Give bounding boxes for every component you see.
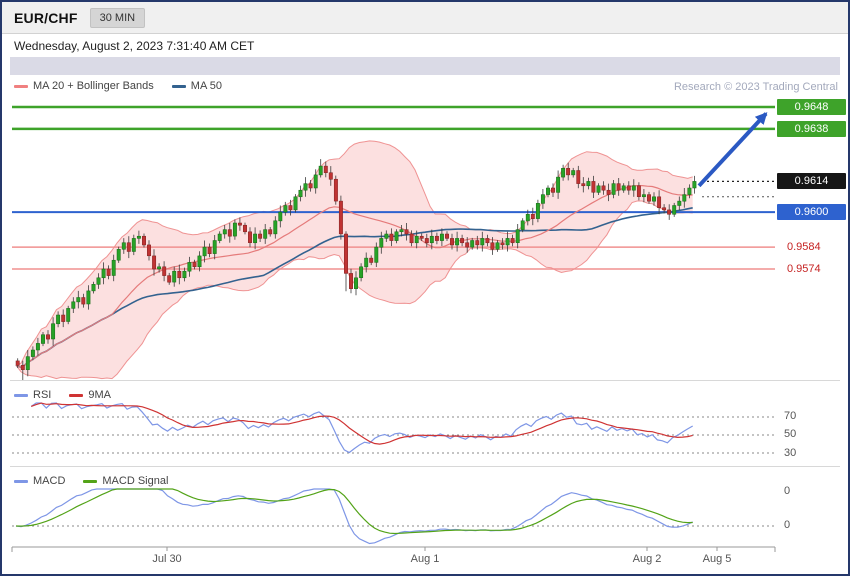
resistance-level-label-2: 0.9638 xyxy=(777,121,846,137)
report-datetime: Wednesday, August 2, 2023 7:31:40 AM CET xyxy=(14,39,255,53)
macd-zero-label-1: 0 xyxy=(784,485,791,497)
rsi-plot xyxy=(12,402,775,454)
rsi-level-70: 70 xyxy=(784,410,797,422)
rsi-legend: RSI 9MA xyxy=(14,389,111,401)
time-axis xyxy=(11,546,776,552)
macd-label: MACD xyxy=(33,475,66,487)
main-chart-legend: MA 20 + Bollinger Bands MA 50 xyxy=(14,80,222,92)
panel-divider-1 xyxy=(10,380,840,381)
panel-divider-2 xyxy=(10,466,840,467)
macd-plot xyxy=(12,488,775,545)
rsi-9ma-label: 9MA xyxy=(88,389,111,401)
axis-label-jul30: Jul 30 xyxy=(152,553,182,565)
symbol-title: EUR/CHF xyxy=(14,9,78,26)
support-level-label: 0.9600 xyxy=(777,204,846,220)
ma20-bollinger-label: MA 20 + Bollinger Bands xyxy=(33,80,154,92)
rsi-level-50: 50 xyxy=(784,428,797,440)
chart-top-band xyxy=(10,57,840,75)
resistance-level-label-1: 0.9648 xyxy=(777,99,846,115)
timeframe-badge: 30 MIN xyxy=(89,7,146,28)
legend-item-ma20-bollinger: MA 20 + Bollinger Bands xyxy=(14,80,154,92)
axis-label-aug5: Aug 5 xyxy=(702,553,732,565)
last-price-label: 0.9614 xyxy=(777,173,846,189)
axis-label-aug2: Aug 2 xyxy=(632,553,662,565)
rsi-label: RSI xyxy=(33,389,52,401)
legend-item-macd: MACD xyxy=(14,475,65,487)
legend-item-ma50: MA 50 xyxy=(171,80,222,92)
pivot-level-label-1: 0.9584 xyxy=(787,241,821,253)
macd-signal-label: MACD Signal xyxy=(102,475,169,487)
legend-item-rsi: RSI xyxy=(14,389,51,401)
legend-item-9ma: 9MA xyxy=(69,389,111,401)
research-credit: Research © 2023 Trading Central xyxy=(673,81,838,93)
macd-legend: MACD MACD Signal xyxy=(14,475,168,487)
axis-label-aug1: Aug 1 xyxy=(410,553,440,565)
rsi-level-30: 30 xyxy=(784,447,797,459)
ma50-label: MA 50 xyxy=(190,80,222,92)
title-bar: EUR/CHF 30 MIN xyxy=(2,2,848,34)
ma20-bollinger-swatch-icon xyxy=(14,84,28,88)
macd-zero-label-2: 0 xyxy=(784,519,791,531)
pivot-level-label-2: 0.9574 xyxy=(787,263,821,275)
legend-item-macd-signal: MACD Signal xyxy=(83,475,168,487)
rsi-swatch-icon xyxy=(14,393,28,397)
candlestick-chart xyxy=(12,105,775,380)
macd-swatch-icon xyxy=(14,479,28,483)
rsi-9ma-swatch-icon xyxy=(69,393,84,397)
macd-signal-swatch-icon xyxy=(83,479,98,483)
ma50-swatch-icon xyxy=(171,84,186,88)
